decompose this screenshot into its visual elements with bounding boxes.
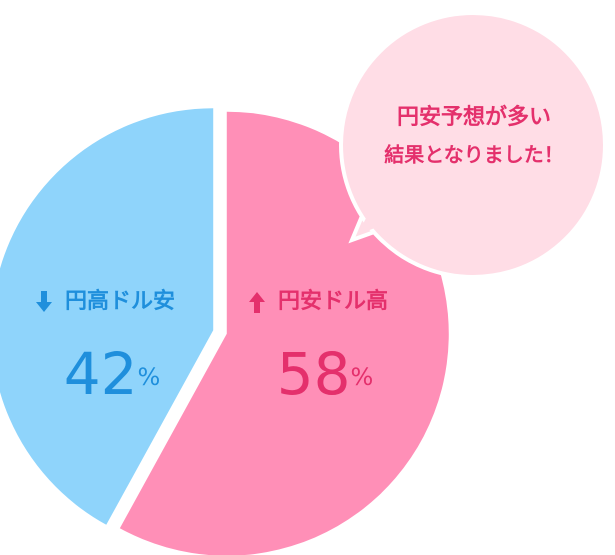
speech-bubble: 円安予想が多い 結果となりました！ — [339, 11, 607, 279]
arrow-up — [249, 292, 265, 313]
category-label: 円高ドル安 — [65, 288, 175, 314]
pie-slice — [0, 108, 214, 525]
annotation-line: 円安予想が多い — [397, 104, 551, 130]
arrow-down — [36, 291, 52, 312]
bubble — [339, 11, 607, 279]
bubble-tail-fill — [357, 196, 400, 235]
annotation-line: 結果となりました！ — [384, 143, 563, 167]
category-label: 円安ドル高 — [278, 288, 388, 314]
